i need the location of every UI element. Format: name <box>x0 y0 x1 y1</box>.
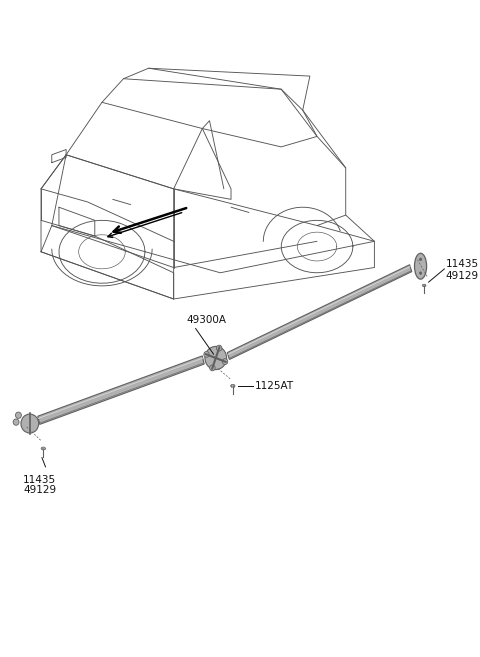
Ellipse shape <box>420 272 422 275</box>
Ellipse shape <box>222 359 228 365</box>
Polygon shape <box>227 265 412 359</box>
Ellipse shape <box>422 284 426 286</box>
Ellipse shape <box>13 419 19 425</box>
Text: 1125AT: 1125AT <box>254 381 293 391</box>
Ellipse shape <box>41 447 46 450</box>
Ellipse shape <box>216 345 222 351</box>
Ellipse shape <box>15 412 22 419</box>
Text: 11435: 11435 <box>23 475 56 485</box>
Ellipse shape <box>231 384 235 387</box>
Ellipse shape <box>21 414 39 433</box>
Text: 49129: 49129 <box>23 485 56 495</box>
Polygon shape <box>38 356 204 424</box>
Ellipse shape <box>204 351 209 357</box>
Text: 49129: 49129 <box>445 271 479 281</box>
Ellipse shape <box>205 346 227 370</box>
Ellipse shape <box>210 365 215 371</box>
Text: 49300A: 49300A <box>187 315 227 325</box>
Text: 11435: 11435 <box>445 260 479 269</box>
Ellipse shape <box>415 254 427 279</box>
Ellipse shape <box>420 258 422 261</box>
